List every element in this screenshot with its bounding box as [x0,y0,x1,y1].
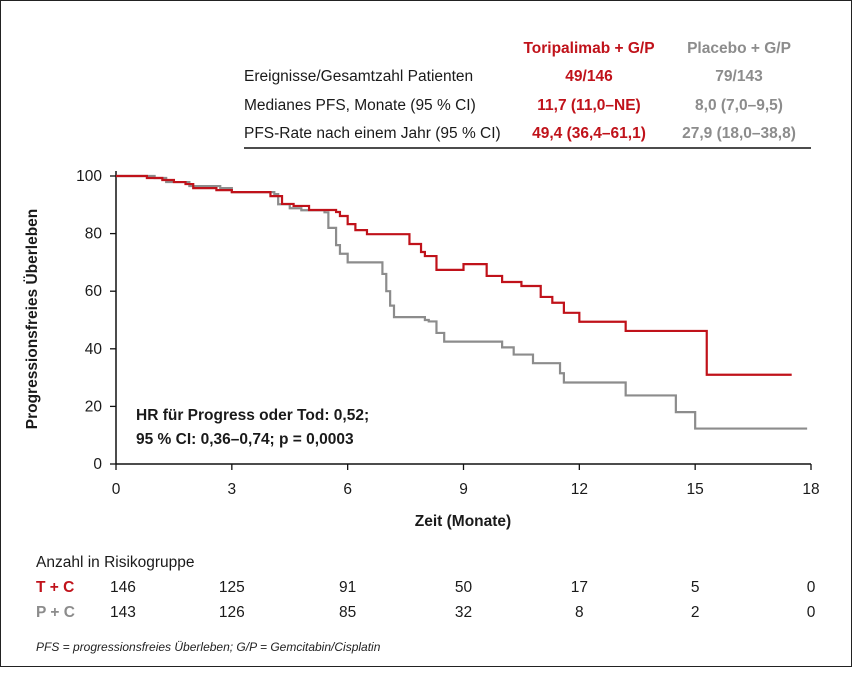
risk-count: 143 [110,604,136,621]
x-axis-label: Zeit (Monate) [415,513,511,530]
table-cell-pc: 27,9 (18,0–38,8) [682,125,796,142]
risk-count: 0 [807,604,816,621]
axes: 0 20 40 60 80 100 0 3 6 9 12 15 18 Progressionsfrei… [24,168,820,530]
y-tick-label: 100 [76,168,102,185]
footnote: PFS = progressionsfreies Überleben; G/P … [36,640,381,654]
x-tick-label: 6 [343,481,352,498]
x-tick-label: 18 [802,481,819,498]
x-tick-label: 12 [571,481,588,498]
x-tick-label: 3 [228,481,237,498]
risk-table-title: Anzahl in Risikogruppe [36,554,195,571]
risk-count: 0 [807,579,816,596]
x-tick-label: 9 [459,481,468,498]
risk-count: 146 [110,579,136,596]
placebo-curve [116,174,808,430]
table-cell-pc: 8,0 (7,0–9,5) [695,97,783,114]
y-tick-label: 60 [85,283,103,300]
y-tick-label: 0 [93,456,102,473]
table-header-toripalimab: Toripalimab + G/P [523,40,654,57]
risk-count: 125 [219,579,245,596]
risk-count: 8 [575,604,584,621]
risk-count: 85 [339,604,356,621]
table-row-label: Medianes PFS, Monate (95 % CI) [244,97,476,114]
toripalimab-curve [116,174,792,376]
hazard-ratio-line-1: HR für Progress oder Tod: 0,52; [136,407,369,424]
hazard-ratio-line-2: 95 % CI: 0,36–0,74; p = 0,0003 [136,431,354,448]
summary-table: Toripalimab + G/P Placebo + G/P Ereignis… [244,40,811,149]
risk-count: 50 [455,579,473,596]
x-tick-label: 15 [687,481,704,498]
risk-count: 5 [691,579,700,596]
risk-count: 2 [691,604,700,621]
table-cell-tc: 49/146 [565,68,613,85]
table-row-label: Ereignisse/Gesamtzahl Patienten [244,68,473,85]
y-tick-label: 40 [85,341,103,358]
risk-count: 17 [571,579,588,596]
x-tick-label: 0 [112,481,121,498]
table-cell-tc: 49,4 (36,4–61,1) [532,125,646,142]
table-header-placebo: Placebo + G/P [687,40,791,57]
table-row-label: PFS-Rate nach einem Jahr (95 % CI) [244,125,501,142]
y-axis-label: Progressionsfreies Überleben [24,209,41,430]
table-cell-pc: 79/143 [715,68,763,85]
y-tick-label: 80 [85,226,103,243]
y-tick-label: 20 [85,398,103,415]
risk-count: 91 [339,579,356,596]
risk-count: 32 [455,604,472,621]
risk-group-label: T + C [36,579,74,596]
risk-group-label: P + C [36,604,75,621]
risk-count: 126 [219,604,245,621]
table-cell-tc: 11,7 (11,0–NE) [537,97,640,114]
